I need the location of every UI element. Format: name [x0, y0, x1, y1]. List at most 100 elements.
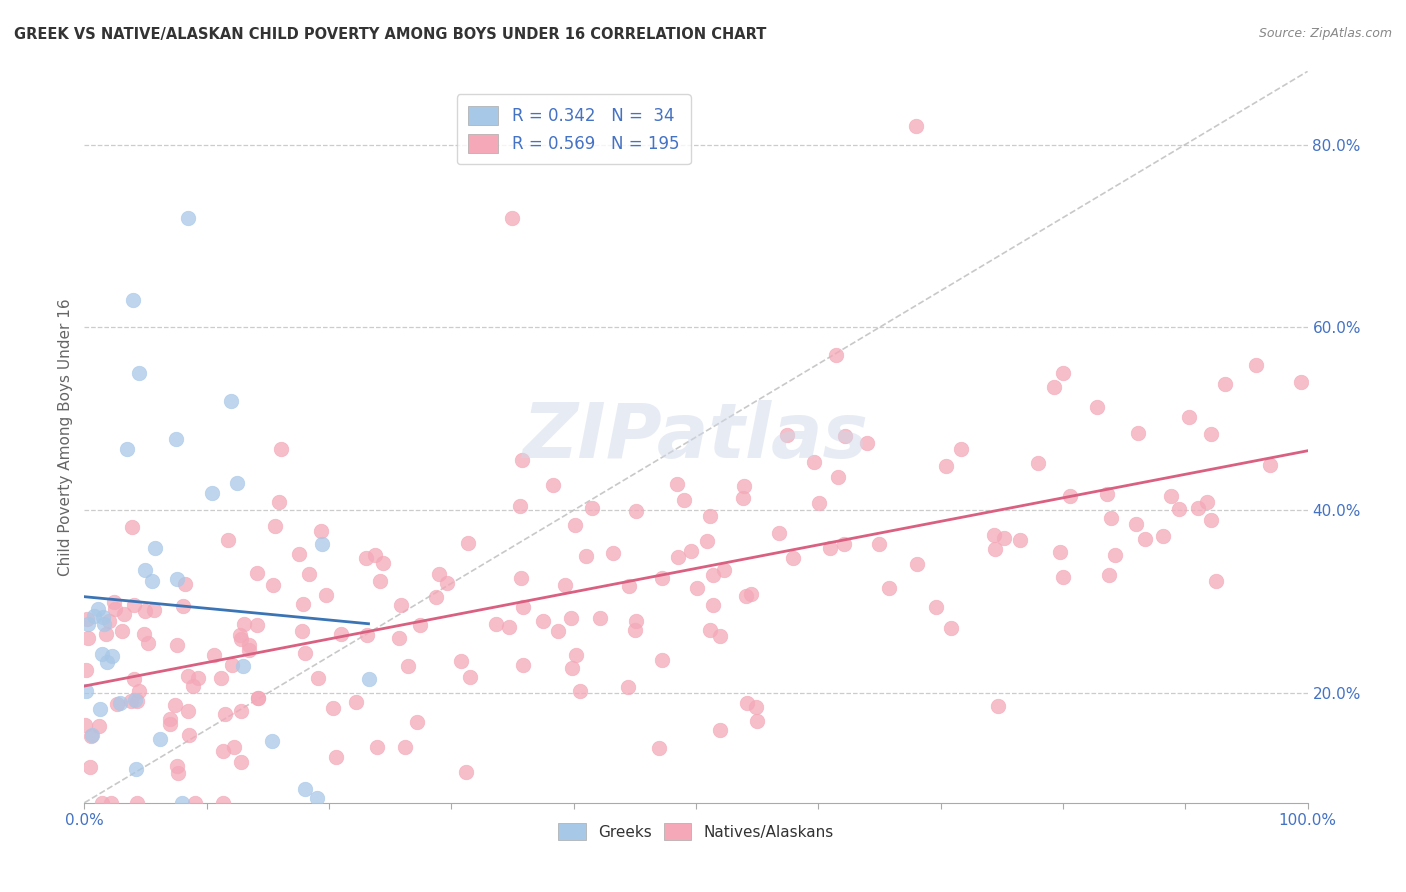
- Point: [747, 714, 769, 728]
- Point: [229, 704, 252, 718]
- Point: [269, 495, 291, 509]
- Point: [1097, 487, 1119, 501]
- Point: [561, 661, 583, 675]
- Point: [305, 791, 328, 805]
- Point: [984, 541, 1007, 556]
- Point: [82, 728, 104, 742]
- Point: [238, 638, 260, 652]
- Point: [702, 568, 724, 582]
- Point: [1177, 409, 1199, 424]
- Point: [212, 744, 235, 758]
- Point: [309, 524, 332, 538]
- Point: [294, 782, 316, 797]
- Point: [554, 578, 576, 592]
- Point: [1008, 533, 1031, 547]
- Point: [1205, 574, 1227, 589]
- Text: Source: ZipAtlas.com: Source: ZipAtlas.com: [1258, 27, 1392, 40]
- Point: [177, 211, 200, 225]
- Point: [291, 624, 314, 638]
- Point: [574, 549, 596, 563]
- Point: [134, 604, 156, 618]
- Point: [1187, 500, 1209, 515]
- Point: [856, 436, 879, 450]
- Point: [76, 612, 98, 626]
- Point: [177, 669, 200, 683]
- Point: [262, 578, 284, 592]
- Point: [541, 478, 564, 492]
- Point: [388, 631, 411, 645]
- Point: [776, 428, 799, 442]
- Point: [287, 547, 309, 561]
- Point: [1195, 494, 1218, 508]
- Point: [229, 632, 252, 646]
- Point: [547, 624, 569, 639]
- Point: [564, 517, 586, 532]
- Point: [120, 694, 142, 708]
- Point: [165, 432, 187, 446]
- Point: [357, 672, 380, 686]
- Point: [79, 760, 101, 774]
- Point: [905, 558, 928, 572]
- Point: [768, 526, 790, 541]
- Point: [509, 500, 531, 514]
- Point: [184, 796, 207, 810]
- Point: [75, 663, 97, 677]
- Point: [713, 563, 735, 577]
- Point: [1160, 489, 1182, 503]
- Point: [1052, 569, 1074, 583]
- Point: [101, 648, 124, 663]
- Point: [702, 598, 724, 612]
- Point: [485, 616, 508, 631]
- Point: [935, 459, 957, 474]
- Point: [673, 493, 696, 508]
- Point: [105, 697, 128, 711]
- Point: [166, 759, 188, 773]
- Point: [436, 575, 458, 590]
- Point: [90, 647, 112, 661]
- Point: [167, 766, 190, 780]
- Text: GREEK VS NATIVE/ALASKAN CHILD POVERTY AMONG BOYS UNDER 16 CORRELATION CHART: GREEK VS NATIVE/ALASKAN CHILD POVERTY AM…: [14, 27, 766, 42]
- Point: [371, 556, 394, 570]
- Point: [93, 616, 115, 631]
- Point: [247, 691, 270, 706]
- Point: [263, 518, 285, 533]
- Point: [740, 586, 762, 600]
- Point: [1199, 427, 1222, 442]
- Point: [229, 628, 252, 642]
- Point: [103, 595, 125, 609]
- Point: [163, 698, 186, 713]
- Point: [104, 602, 127, 616]
- Point: [389, 599, 412, 613]
- Point: [1049, 545, 1071, 559]
- Point: [454, 765, 477, 780]
- Point: [666, 550, 689, 565]
- Point: [143, 541, 166, 556]
- Point: [1152, 529, 1174, 543]
- Point: [1104, 548, 1126, 562]
- Point: [1099, 510, 1122, 524]
- Point: [292, 597, 315, 611]
- Point: [112, 607, 135, 621]
- Point: [91, 609, 114, 624]
- Point: [166, 572, 188, 586]
- Point: [1291, 376, 1313, 390]
- Point: [370, 574, 392, 588]
- Point: [322, 701, 344, 715]
- Point: [221, 658, 243, 673]
- Point: [232, 659, 254, 673]
- Point: [246, 690, 269, 705]
- Point: [825, 348, 848, 362]
- Point: [617, 579, 640, 593]
- Point: [96, 655, 118, 669]
- Y-axis label: Child Poverty Among Boys Under 16: Child Poverty Among Boys Under 16: [58, 298, 73, 576]
- Point: [73, 718, 96, 732]
- Point: [450, 654, 472, 668]
- Point: [565, 648, 588, 662]
- Point: [127, 693, 149, 707]
- Point: [560, 611, 582, 625]
- Point: [127, 796, 149, 810]
- Point: [262, 734, 284, 748]
- Point: [90, 796, 112, 810]
- Point: [681, 544, 703, 558]
- Point: [315, 588, 337, 602]
